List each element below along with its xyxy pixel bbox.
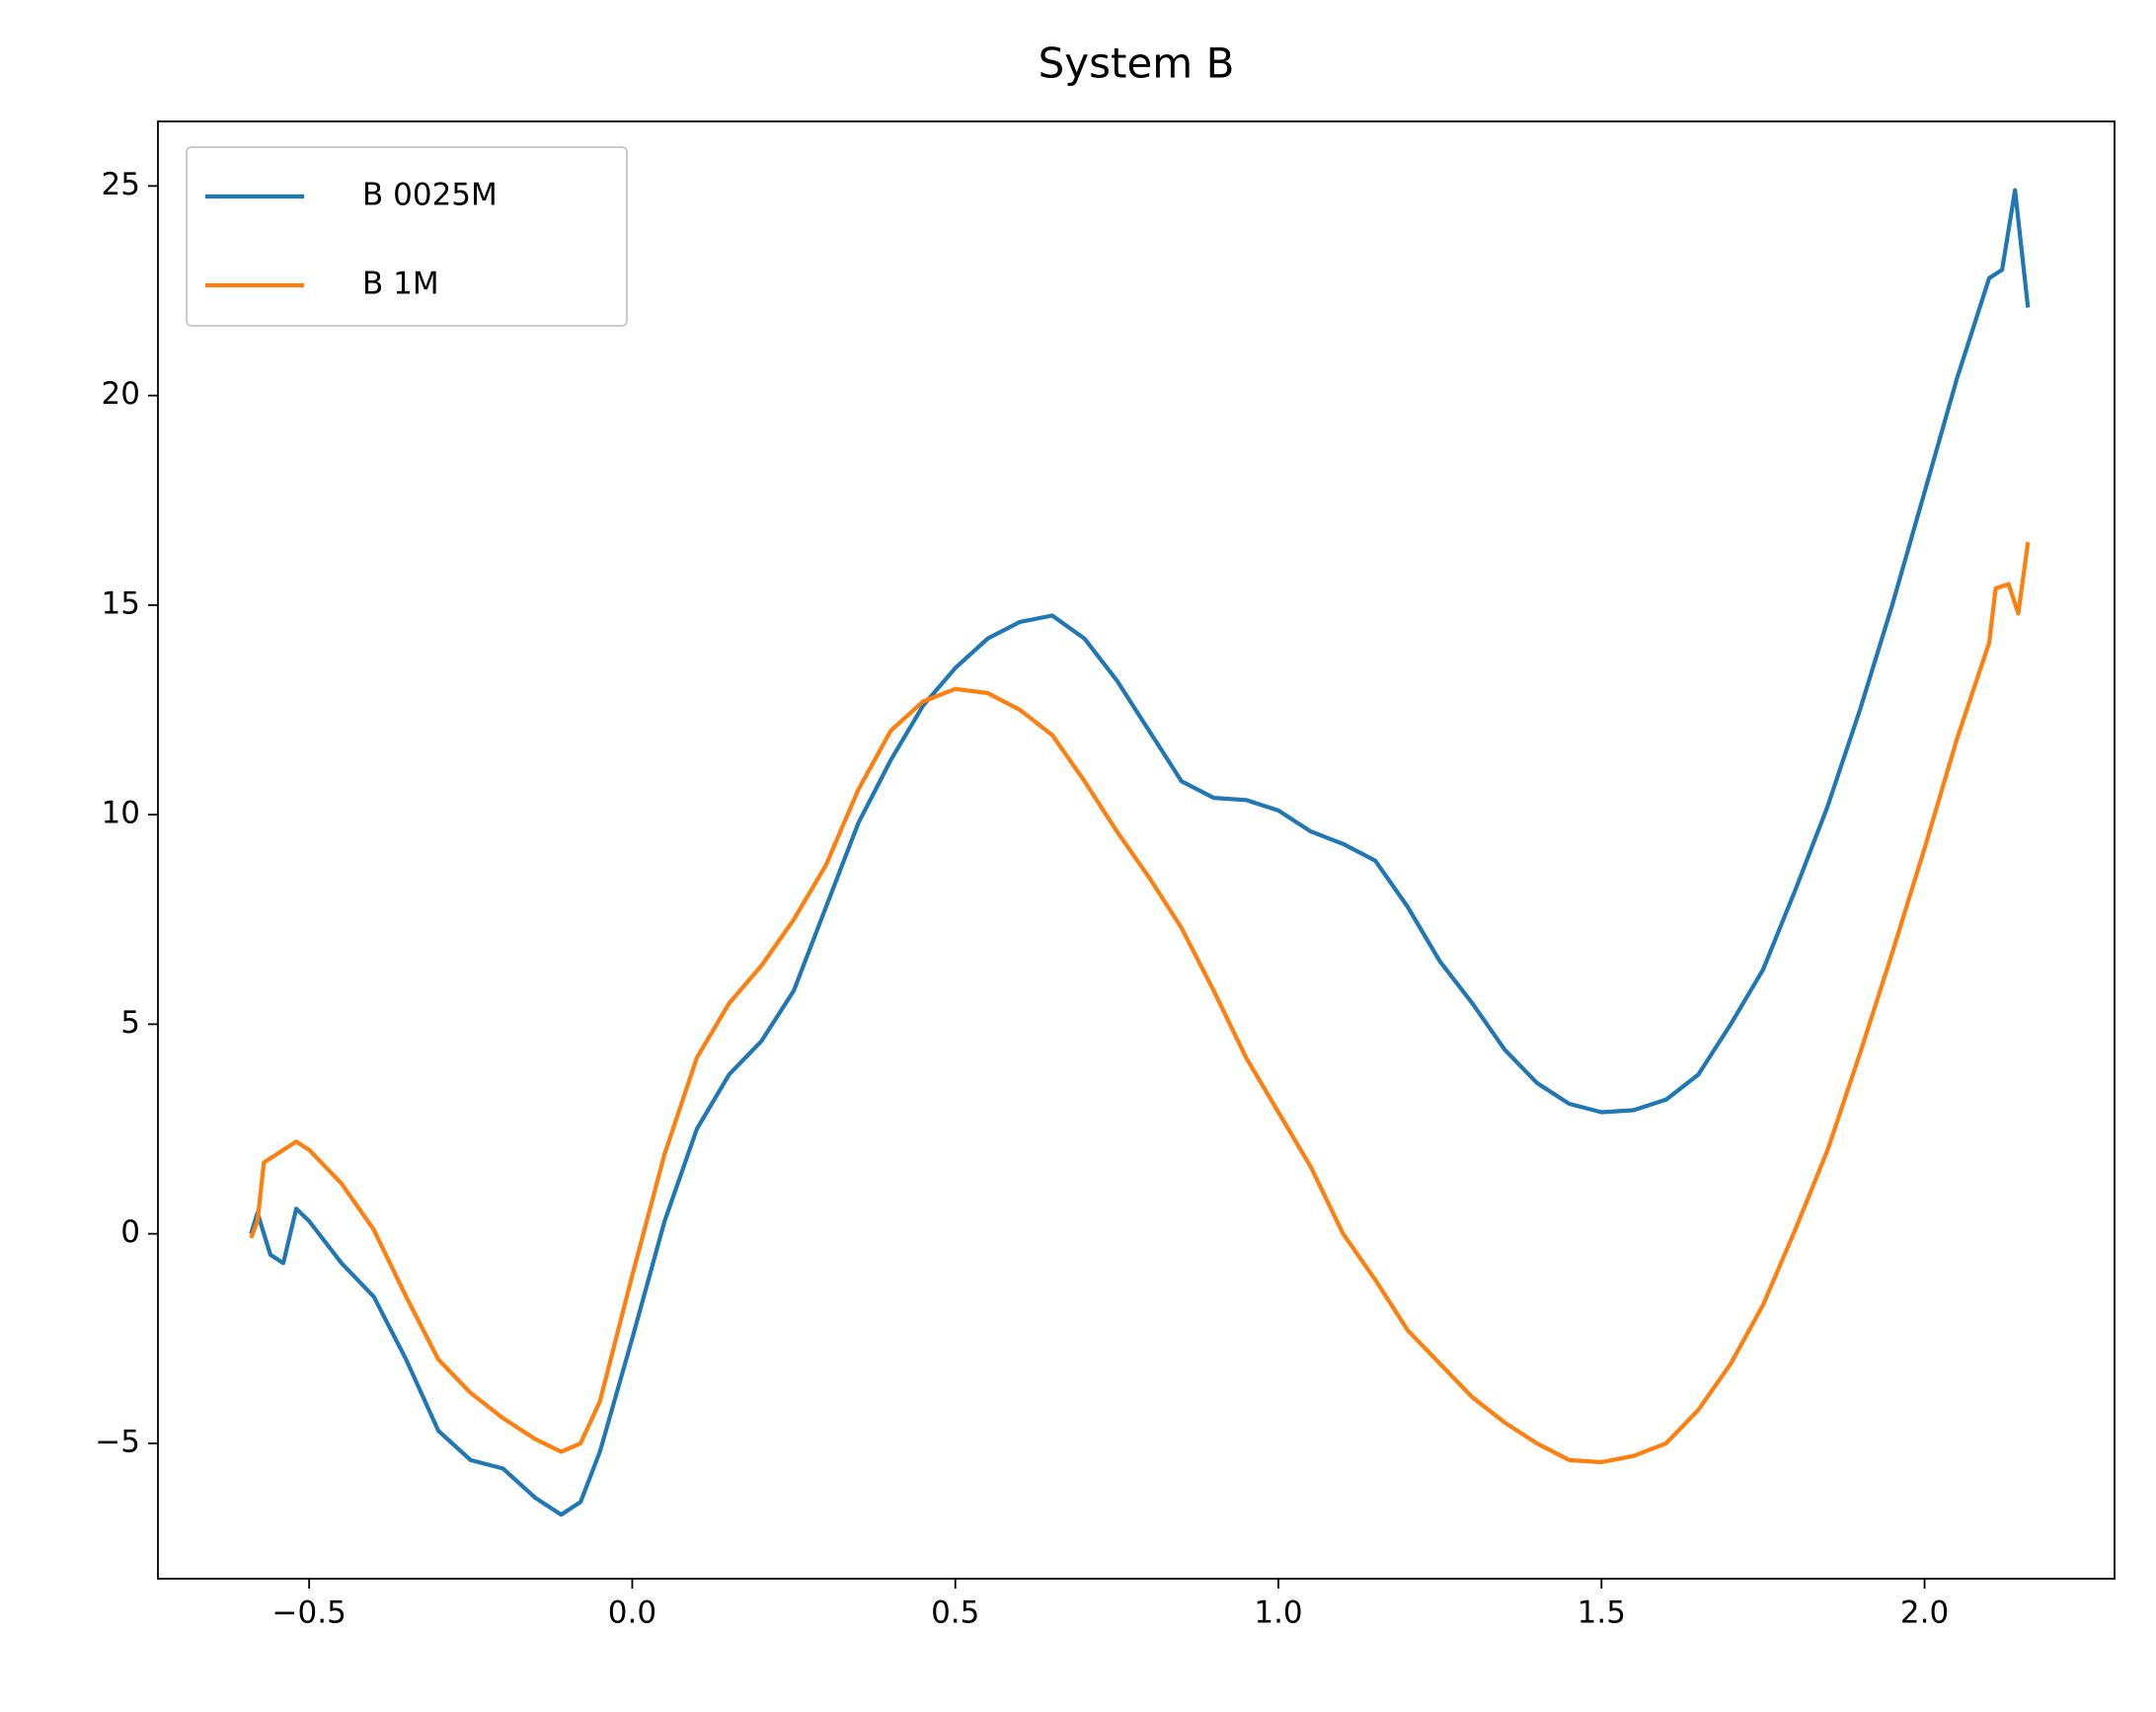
y-tick-label: −5	[95, 1424, 140, 1459]
x-tick-label: 1.5	[1578, 1595, 1626, 1631]
x-tick-label: −0.5	[272, 1595, 346, 1631]
data-line	[249, 188, 2031, 1517]
chart-title: System B	[1039, 39, 1235, 88]
legend-label: B 1M	[362, 267, 439, 302]
data-line	[249, 541, 2031, 1465]
legend-box	[186, 146, 628, 327]
y-tick-label: 5	[120, 1005, 140, 1041]
y-tick-label: 10	[102, 796, 140, 831]
y-tick-label: 20	[102, 376, 140, 412]
y-tick-label: 25	[102, 167, 140, 202]
plot-frame	[157, 120, 2116, 1580]
y-tick-label: 0	[120, 1214, 140, 1250]
legend-label: B 0025M	[362, 178, 498, 213]
x-tick-label: 0.5	[931, 1595, 979, 1631]
x-tick-label: 1.0	[1254, 1595, 1302, 1631]
x-tick-label: 0.0	[608, 1595, 656, 1631]
x-tick-label: 2.0	[1900, 1595, 1949, 1631]
y-tick-label: 15	[102, 585, 140, 621]
